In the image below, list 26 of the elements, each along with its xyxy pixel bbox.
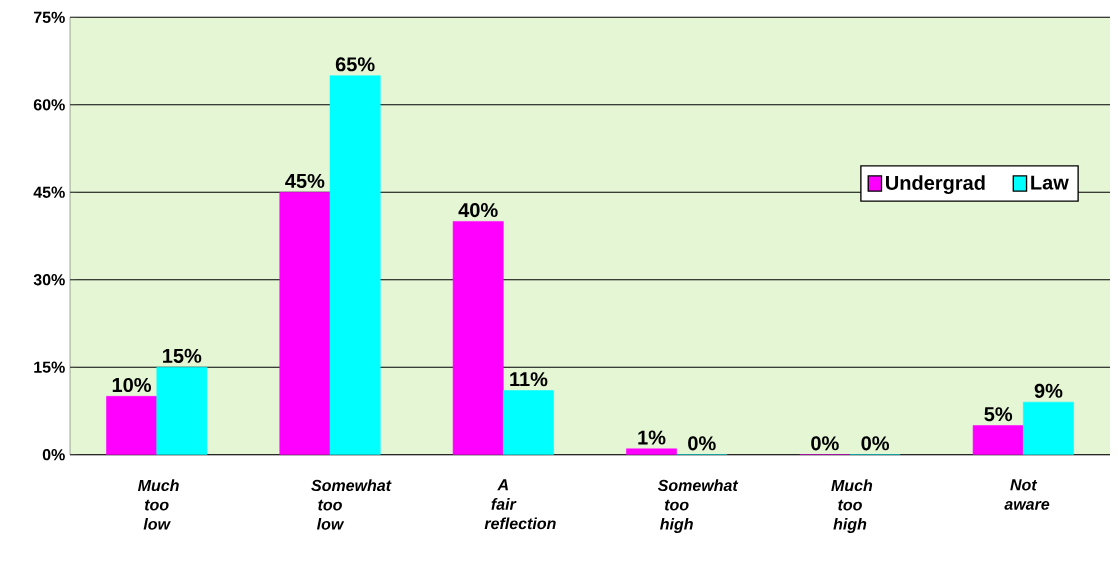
y-tick-label: 0% <box>42 448 65 461</box>
data-label: 1% <box>638 430 666 445</box>
data-label: 0% <box>861 436 890 451</box>
data-label: 15% <box>163 348 202 363</box>
data-label: 0% <box>688 436 716 451</box>
data-label: 65% <box>335 57 375 72</box>
legend-label: Undergrad <box>886 175 985 194</box>
x-tick-label: Not aware <box>1004 479 1050 510</box>
y-tick-label: 30% <box>33 274 65 286</box>
x-tick-label: A fair reflection <box>484 479 556 530</box>
data-label: 10% <box>112 377 152 393</box>
data-label: 5% <box>984 407 1013 422</box>
y-tick-label: 15% <box>34 361 65 373</box>
y-tick-label: 45% <box>33 186 65 198</box>
data-label: 40% <box>458 202 498 218</box>
x-tick-label: Somewhat too high <box>657 479 739 533</box>
data-label: 0% <box>811 436 839 451</box>
data-label: 45% <box>285 173 325 188</box>
legend-label: Law <box>1031 175 1069 190</box>
x-tick-label: Much too low <box>137 479 179 530</box>
data-label: 11% <box>510 372 548 387</box>
y-tick-label: 60% <box>33 99 65 111</box>
x-tick-label: Much too high <box>831 479 873 533</box>
x-tick-label: Somewhat too low <box>311 479 392 530</box>
y-tick-label: 75% <box>33 11 65 23</box>
data-label: 9% <box>1034 383 1063 398</box>
